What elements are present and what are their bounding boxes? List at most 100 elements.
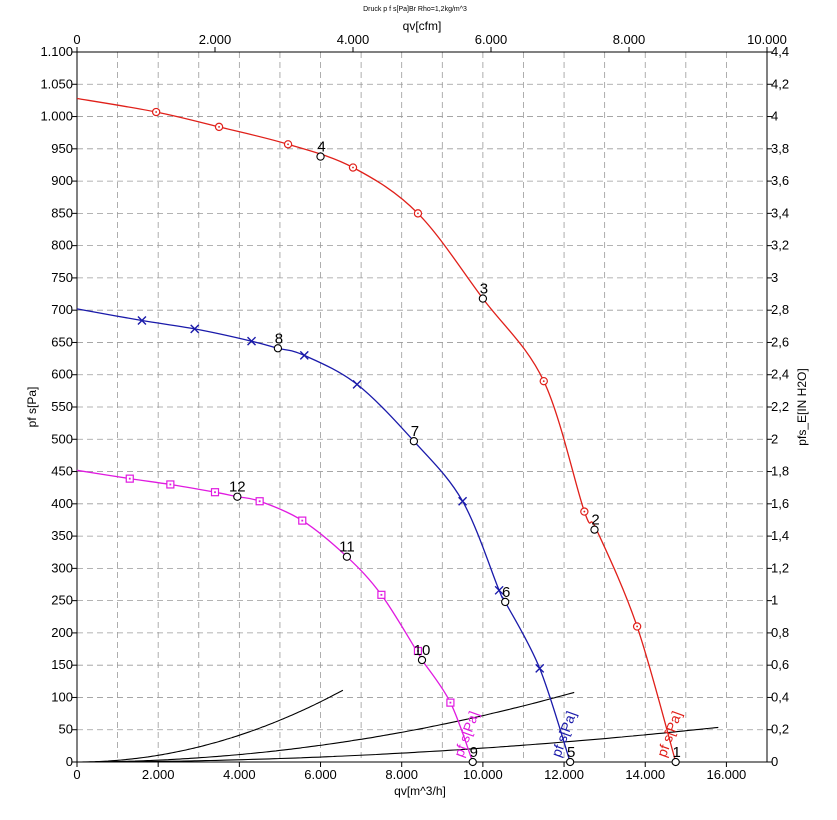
curve-marker xyxy=(214,122,224,132)
y-tick-label: 650 xyxy=(51,334,73,349)
operating-point-label: 8 xyxy=(275,330,283,347)
curve-marker xyxy=(413,209,423,218)
curve-marker xyxy=(166,480,175,489)
y2-tick-label: 2,6 xyxy=(771,334,789,349)
y-tick-label: 800 xyxy=(51,238,73,253)
x-tick-label: 6.000 xyxy=(304,767,337,782)
curve-marker xyxy=(151,107,161,117)
x-tick-label: 0 xyxy=(73,767,80,782)
operating-point-marker xyxy=(233,492,242,501)
y-tick-label: 1.050 xyxy=(40,76,73,91)
curve-marker xyxy=(535,663,545,673)
top-tick-label: 4.000 xyxy=(337,32,370,47)
operating-point-marker xyxy=(501,597,510,607)
curve-marker xyxy=(632,622,642,631)
curve-marker xyxy=(255,497,264,506)
y-tick-label: 950 xyxy=(51,141,73,156)
curve-marker xyxy=(247,336,257,346)
y2-tick-label: 2,8 xyxy=(771,302,789,317)
curve-marker xyxy=(210,488,220,497)
curve-marker xyxy=(580,507,589,516)
operating-point-label: 5 xyxy=(567,744,575,761)
operating-point-label: 2 xyxy=(591,512,599,529)
top-tick-label: 6.000 xyxy=(475,32,508,47)
operating-point-marker xyxy=(342,552,352,561)
y2-tick-label: 3,6 xyxy=(771,173,789,188)
y2-tick-label: 0,8 xyxy=(771,625,789,640)
x-tick-label: 10.000 xyxy=(463,767,503,782)
y2-tick-label: 3,4 xyxy=(771,205,789,220)
y-tick-label: 50 xyxy=(59,722,73,737)
y-tick-label: 150 xyxy=(51,657,73,672)
curve-marker xyxy=(299,350,309,360)
y2-tick-label: 3 xyxy=(771,270,778,285)
curve-marker xyxy=(377,590,386,599)
y-tick-label: 100 xyxy=(51,689,73,704)
x-tick-label: 14.000 xyxy=(625,767,665,782)
y2-tick-label: 4,4 xyxy=(771,44,789,59)
top-tick-label: 0 xyxy=(73,32,80,47)
x-tick-label: 4.000 xyxy=(223,767,256,782)
operating-point-marker xyxy=(671,757,680,767)
system-curve-2 xyxy=(77,691,575,763)
y2-tick-label: 2,2 xyxy=(771,399,789,414)
y2-tick-label: 1,4 xyxy=(771,528,789,543)
curve-marker xyxy=(494,585,504,595)
y2-tick-label: 2,4 xyxy=(771,367,789,382)
operating-point-label: 6 xyxy=(502,584,510,601)
y2-tick-label: 3,8 xyxy=(771,141,789,156)
top-axis-label: qv[cfm] xyxy=(403,19,442,33)
y-tick-label: 200 xyxy=(51,625,73,640)
x-tick-label: 8.000 xyxy=(385,767,418,782)
y2-tick-label: 4,2 xyxy=(771,76,789,91)
operating-point-marker xyxy=(273,344,283,353)
operating-point-label: 1 xyxy=(673,744,681,761)
curve-marker xyxy=(125,474,134,483)
y-tick-label: 350 xyxy=(51,528,73,543)
operating-point-marker xyxy=(478,294,488,303)
operating-point-marker xyxy=(409,437,419,446)
y-tick-label: 550 xyxy=(51,399,73,414)
axis-ticks: 0 2.000 4.000 6.000 8.000 10.000 12.000 14.000 1… xyxy=(40,32,789,782)
x-tick-label: 2.000 xyxy=(142,767,175,782)
y-tick-label: 400 xyxy=(51,496,73,511)
y2-tick-label: 0,6 xyxy=(771,657,789,672)
operating-point-label: 11 xyxy=(339,539,355,556)
operating-point-label: 12 xyxy=(229,479,246,496)
top-tick-label: 8.000 xyxy=(613,32,646,47)
system-curve-3 xyxy=(77,726,719,763)
chart-title: Druck p f s[Pa]Br Rho=1,2kg/m^3 xyxy=(363,6,467,13)
operating-point-label: 3 xyxy=(480,281,488,298)
y-tick-label: 300 xyxy=(51,560,73,575)
y2-tick-label: 1,2 xyxy=(771,560,789,575)
curve-marker xyxy=(190,324,200,334)
x-tick-label: 16.000 xyxy=(707,767,747,782)
y-tick-label: 900 xyxy=(51,173,73,188)
y2-tick-label: 2 xyxy=(771,431,778,446)
operating-point-marker xyxy=(590,525,599,534)
top-tick-label: 2.000 xyxy=(199,32,232,47)
operating-point-label: 4 xyxy=(317,139,325,156)
y-tick-label: 850 xyxy=(51,205,73,220)
curve-marker xyxy=(458,496,468,506)
curve-marker xyxy=(283,140,293,149)
y-tick-label: 450 xyxy=(51,464,73,479)
curve-marker xyxy=(446,698,455,707)
system-curve-1 xyxy=(77,689,344,763)
operating-point-label: 9 xyxy=(470,744,478,761)
operating-point-marker xyxy=(417,655,427,665)
top-tick-label: 10.000 xyxy=(747,32,787,47)
y2-tick-label: 1 xyxy=(771,593,778,608)
y-tick-label: 700 xyxy=(51,302,73,317)
curve-marker xyxy=(348,163,358,172)
y2-tick-label: 0,2 xyxy=(771,722,789,737)
operating-point-marker xyxy=(316,152,325,161)
y2-tick-label: 4 xyxy=(771,109,778,124)
y2-tick-label: 0,4 xyxy=(771,689,789,704)
y2-tick-label: 1,6 xyxy=(771,496,789,511)
curve-marker xyxy=(539,376,548,386)
operating-point-label: 7 xyxy=(411,423,419,440)
y2-tick-label: 1,8 xyxy=(771,464,789,479)
